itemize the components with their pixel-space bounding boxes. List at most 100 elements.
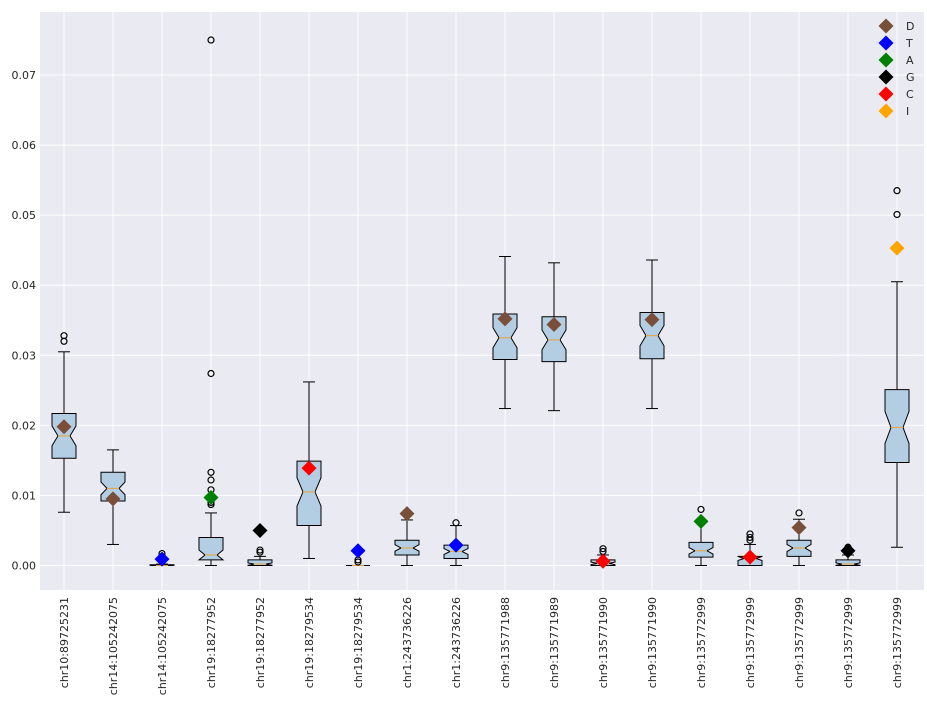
marker-T	[448, 537, 464, 553]
outlier-point	[795, 509, 803, 517]
marker-G	[252, 522, 268, 538]
y-tick-label: 0.07	[12, 69, 37, 82]
outlier-point	[256, 548, 264, 556]
outlier-point	[354, 558, 362, 566]
y-tick-label: 0.01	[12, 489, 37, 502]
outlier-point	[452, 519, 460, 527]
boxes	[51, 36, 910, 566]
outlier-point	[697, 505, 705, 514]
x-tick-label: chr9:135772999	[891, 597, 904, 688]
marker-D	[644, 312, 660, 328]
legend-marker	[878, 52, 894, 68]
x-tick-label: chr19:18277952	[254, 597, 267, 688]
marker-D	[56, 419, 72, 435]
x-tick-label: chr9:135771988	[499, 597, 512, 688]
legend-marker	[878, 69, 894, 85]
x-tick-label: chr9:135772999	[793, 597, 806, 688]
outlier-point	[893, 187, 901, 195]
outlier-point	[207, 369, 215, 378]
marker-D	[791, 520, 807, 536]
legend-label: I	[906, 105, 909, 118]
y-axis-tick-labels: 0.00 0.01 0.02 0.03 0.04 0.05 0.06 0.07	[12, 69, 37, 572]
y-tick-label: 0.06	[12, 139, 37, 152]
legend-label: D	[906, 20, 914, 33]
x-tick-label: chr9:135771990	[597, 597, 610, 688]
marker-D	[497, 311, 513, 327]
marker-C	[301, 460, 317, 476]
box	[639, 259, 665, 410]
box	[247, 546, 273, 566]
x-tick-label: chr9:135772999	[744, 597, 757, 688]
box	[688, 505, 714, 566]
legend-marker	[878, 103, 894, 119]
box	[197, 36, 225, 566]
x-tick-label: chr1:243736226	[450, 597, 463, 688]
outlier-point	[599, 545, 607, 553]
box	[100, 449, 126, 545]
outlier-point	[746, 530, 754, 538]
x-tick-label: chr9:135771990	[646, 597, 659, 688]
legend-label: T	[905, 37, 913, 50]
marker-T	[154, 551, 170, 567]
y-gridlines	[40, 74, 924, 566]
legend-label: G	[906, 71, 915, 84]
y-tick-label: 0.00	[12, 559, 37, 572]
x-axis-tick-labels: chr10:89725231 chr14:105242075 chr14:10524…	[58, 597, 904, 695]
legend-label: A	[906, 54, 914, 67]
marker-G	[840, 543, 856, 559]
box-body	[100, 471, 126, 502]
box	[296, 381, 322, 559]
box-body	[541, 316, 567, 363]
x-tick-label: chr1:243736226	[401, 597, 414, 688]
x-tick-label: chr14:105242075	[107, 597, 120, 695]
outlier-point	[746, 533, 754, 542]
plot-area	[40, 12, 924, 590]
y-tick-label: 0.04	[12, 279, 37, 292]
outlier-point	[60, 332, 68, 340]
marker-D	[105, 491, 121, 507]
x-tick-label: chr9:135772999	[695, 597, 708, 688]
box	[346, 556, 370, 566]
box-body	[247, 559, 273, 566]
box-body	[688, 541, 714, 558]
outlier-point	[207, 468, 215, 476]
box-body	[296, 460, 322, 527]
box	[394, 519, 420, 566]
outlier-point	[893, 210, 901, 219]
x-tick-label: chr9:135772999	[842, 597, 855, 688]
marker-D	[546, 316, 562, 332]
x-tick-label: chr14:105242075	[156, 597, 169, 695]
box	[786, 509, 812, 566]
box-body	[197, 536, 225, 561]
marker-C	[742, 549, 758, 565]
x-tick-label: chr9:135771989	[548, 597, 561, 688]
outlier-point	[256, 546, 264, 554]
legend-marker	[878, 35, 894, 51]
marker-A	[693, 513, 709, 529]
legend-marker	[878, 18, 894, 34]
box	[51, 332, 77, 513]
legend-label: C	[906, 88, 914, 101]
marker-C	[595, 553, 611, 569]
x-tick-label: chr19:18277952	[205, 597, 218, 688]
category-markers	[56, 240, 905, 569]
marker-T	[350, 543, 366, 559]
x-tick-label: chr10:89725231	[58, 597, 71, 688]
y-tick-label: 0.03	[12, 349, 37, 362]
box-body	[835, 559, 861, 566]
marker-D	[399, 506, 415, 522]
marker-A	[203, 490, 219, 506]
box-body	[492, 313, 518, 361]
x-tick-label: chr19:18279534	[303, 597, 316, 688]
y-tick-label: 0.05	[12, 209, 37, 222]
box	[884, 187, 910, 548]
box	[492, 256, 518, 410]
x-tick-label: chr19:18279534	[352, 597, 365, 688]
box	[541, 262, 567, 412]
marker-I	[889, 240, 905, 256]
legend-marker	[878, 86, 894, 102]
y-tick-label: 0.02	[12, 419, 37, 432]
outlier-point	[207, 36, 215, 44]
